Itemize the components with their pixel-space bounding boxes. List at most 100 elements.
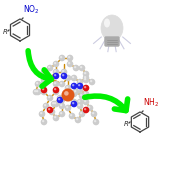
Circle shape — [59, 81, 65, 87]
Circle shape — [65, 85, 71, 91]
Circle shape — [70, 114, 72, 116]
Circle shape — [90, 80, 92, 82]
Circle shape — [61, 73, 67, 79]
Circle shape — [73, 89, 79, 95]
Circle shape — [77, 103, 83, 109]
Circle shape — [71, 83, 77, 89]
FancyBboxPatch shape — [105, 37, 119, 46]
Circle shape — [53, 61, 59, 67]
Circle shape — [43, 103, 49, 109]
Circle shape — [58, 98, 60, 100]
Circle shape — [48, 96, 50, 98]
Circle shape — [83, 99, 89, 105]
Circle shape — [36, 90, 38, 92]
Circle shape — [44, 104, 46, 106]
Ellipse shape — [104, 19, 110, 28]
Circle shape — [39, 111, 45, 117]
Circle shape — [84, 100, 86, 102]
Circle shape — [49, 109, 55, 115]
Circle shape — [62, 88, 75, 101]
Circle shape — [84, 76, 86, 78]
Circle shape — [72, 92, 74, 94]
Circle shape — [54, 116, 56, 118]
Circle shape — [41, 77, 47, 83]
Text: R: R — [3, 29, 8, 35]
Circle shape — [48, 66, 50, 68]
Circle shape — [35, 81, 41, 87]
Circle shape — [83, 85, 89, 91]
Circle shape — [83, 91, 89, 97]
Circle shape — [54, 90, 56, 92]
Circle shape — [68, 56, 70, 58]
Circle shape — [72, 100, 74, 102]
FancyArrowPatch shape — [85, 96, 128, 111]
Circle shape — [84, 108, 86, 110]
Circle shape — [89, 79, 95, 85]
Circle shape — [76, 118, 78, 120]
Circle shape — [54, 102, 56, 104]
Circle shape — [67, 61, 73, 67]
Circle shape — [80, 112, 82, 114]
Circle shape — [53, 87, 59, 93]
Circle shape — [47, 75, 53, 81]
Circle shape — [83, 75, 89, 81]
Circle shape — [88, 106, 90, 108]
Circle shape — [35, 89, 41, 95]
Circle shape — [83, 107, 89, 113]
Circle shape — [59, 111, 65, 117]
Circle shape — [58, 96, 60, 98]
Circle shape — [52, 102, 54, 104]
Circle shape — [54, 70, 56, 72]
Circle shape — [42, 88, 44, 90]
Circle shape — [66, 106, 68, 108]
Circle shape — [83, 71, 89, 77]
Circle shape — [80, 66, 82, 68]
Circle shape — [74, 90, 76, 92]
Circle shape — [91, 111, 97, 117]
Circle shape — [72, 76, 74, 78]
Circle shape — [53, 73, 59, 79]
Circle shape — [41, 89, 47, 95]
Circle shape — [83, 77, 89, 83]
Circle shape — [42, 70, 44, 72]
Circle shape — [65, 105, 71, 111]
Circle shape — [41, 69, 47, 75]
Circle shape — [42, 82, 44, 84]
Ellipse shape — [101, 15, 123, 41]
Circle shape — [57, 97, 63, 103]
Circle shape — [54, 88, 56, 90]
FancyArrowPatch shape — [28, 51, 51, 86]
Circle shape — [73, 65, 79, 71]
Circle shape — [62, 74, 64, 76]
Circle shape — [60, 56, 62, 58]
Circle shape — [42, 90, 44, 92]
Circle shape — [53, 101, 59, 107]
Circle shape — [78, 100, 80, 102]
Circle shape — [78, 88, 80, 90]
Circle shape — [53, 115, 59, 121]
Circle shape — [50, 110, 52, 112]
Circle shape — [78, 80, 80, 82]
Circle shape — [72, 84, 74, 86]
Circle shape — [93, 119, 99, 125]
Circle shape — [60, 112, 62, 114]
Circle shape — [79, 65, 85, 71]
Circle shape — [71, 75, 77, 81]
Circle shape — [48, 108, 50, 110]
Text: $\mathsf{NH_2}$: $\mathsf{NH_2}$ — [143, 97, 159, 109]
Circle shape — [78, 84, 80, 86]
Circle shape — [60, 82, 62, 84]
Circle shape — [65, 75, 71, 81]
Circle shape — [84, 92, 86, 94]
Circle shape — [84, 72, 86, 74]
Circle shape — [47, 65, 53, 71]
Circle shape — [92, 112, 94, 114]
Circle shape — [66, 86, 68, 88]
Circle shape — [59, 55, 65, 61]
Circle shape — [84, 78, 86, 80]
Circle shape — [74, 66, 76, 68]
Text: $\mathsf{NO_2}$: $\mathsf{NO_2}$ — [23, 4, 40, 16]
Circle shape — [66, 76, 68, 78]
Circle shape — [57, 95, 63, 101]
Circle shape — [77, 87, 83, 93]
